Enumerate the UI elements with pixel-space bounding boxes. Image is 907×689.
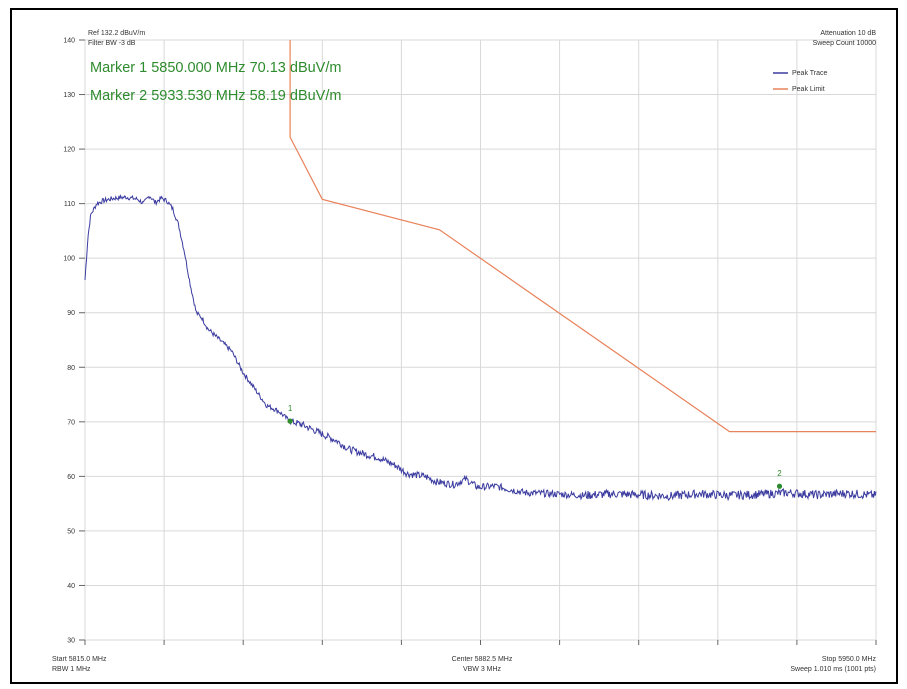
marker-1-point [287,418,293,424]
marker-2-readout: Marker 2 5933.530 MHz 58.19 dBuV/m [90,88,341,104]
y-tick-label: 110 [64,201,75,208]
filter-bw-text: Filter BW -3 dB [88,40,136,47]
marker-points: 12 [287,404,782,489]
y-tick-label: 70 [67,419,75,426]
y-tick-label: 80 [67,365,75,372]
y-tick-label: 40 [67,583,75,590]
y-tick-label: 120 [63,147,75,154]
y-tick-label: 50 [67,528,75,535]
legend-label-peak-trace: Peak Trace [792,70,828,77]
peak-trace-line [84,194,877,502]
footer-sweep-time: Sweep 1.010 ms (1001 pts) [790,666,876,673]
attenuation-text: Attenuation 10 dB [820,30,876,37]
y-axis-ticks: 30 40 50 60 70 80 90 100 110 120 130 140 [63,38,85,645]
y-tick-label: 140 [63,38,75,45]
marker-1-label: 1 [288,404,293,413]
y-tick-label: 30 [67,638,75,645]
legend-label-peak-limit: Peak Limit [792,86,825,93]
peak-limit-line [289,40,876,433]
y-tick-label: 100 [63,256,75,263]
marker-1-readout: Marker 1 5850.000 MHz 70.13 dBuV/m [90,60,341,76]
legend: Peak Trace Peak Limit [773,70,828,93]
footer-rbw: RBW 1 MHz [52,666,91,673]
footer-stop-freq: Stop 5950.0 MHz [822,656,877,663]
x-axis-ticks [84,640,877,645]
y-tick-label: 90 [67,310,75,317]
grid [84,39,877,641]
sweep-count-text: Sweep Count 10000 [813,40,877,47]
footer-vbw: VBW 3 MHz [463,666,502,673]
marker-2-point [776,483,783,489]
marker-2-label: 2 [777,469,782,478]
y-tick-label: 130 [63,92,75,99]
ref-level-text: Ref 132.2 dBuV/m [88,30,145,37]
footer-start-freq: Start 5815.0 MHz [52,656,107,663]
footer-center-freq: Center 5882.5 MHz [452,656,513,663]
y-tick-label: 60 [67,474,75,481]
